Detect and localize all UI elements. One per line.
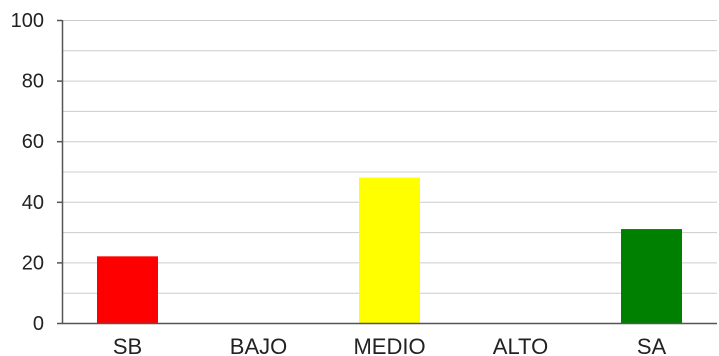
y-tick-label: 20 — [22, 252, 44, 274]
bars — [97, 177, 682, 323]
gridlines — [62, 20, 717, 294]
y-axis-ticks: 0 20 40 60 80 100 — [11, 10, 62, 335]
bar-sa — [621, 229, 682, 323]
y-tick-label: 80 — [22, 71, 44, 93]
x-tick-label: SB — [113, 334, 142, 356]
x-tick-label: MEDIO — [353, 334, 425, 356]
x-tick-label: ALTO — [493, 334, 548, 356]
x-tick-label: SA — [637, 334, 667, 356]
x-axis-ticks: SB BAJO MEDIO ALTO SA — [113, 334, 667, 356]
y-tick-label: 60 — [22, 131, 44, 153]
y-tick-label: 40 — [22, 192, 44, 214]
bar-medio — [359, 177, 420, 323]
x-tick-label: BAJO — [230, 334, 287, 356]
y-tick-label: 0 — [33, 313, 44, 335]
y-tick-label: 100 — [11, 10, 44, 32]
bar-sb — [97, 256, 158, 323]
